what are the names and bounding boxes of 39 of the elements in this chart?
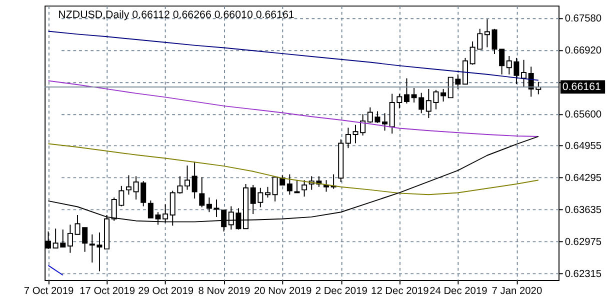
x-tick-label: 7 Oct 2019 <box>24 286 74 298</box>
x-tick-label: 24 Dec 2019 <box>430 286 488 298</box>
candlestick <box>462 57 468 85</box>
x-tick-label: 12 Dec 2019 <box>371 286 430 298</box>
candlestick <box>184 165 190 190</box>
candlestick <box>302 180 308 198</box>
y-tick-label: 0.62315 <box>564 268 602 280</box>
candlestick <box>521 59 527 88</box>
x-tick-label: 29 Oct 2019 <box>138 286 194 298</box>
line-series <box>48 143 539 196</box>
candlestick <box>440 88 446 102</box>
x-tick-label: 8 Nov 2019 <box>198 286 251 298</box>
line-series <box>48 30 539 81</box>
y-tick-label: 0.65600 <box>564 110 602 121</box>
candlestick <box>206 197 212 213</box>
candlestick <box>264 186 270 198</box>
candlestick <box>404 78 410 104</box>
ref-line-label: 0.66161 <box>562 80 601 93</box>
x-tick-label: 7 Jan 2020 <box>492 286 542 298</box>
y-tick-label: 0.63635 <box>564 204 602 216</box>
x-tick-label: 17 Oct 2019 <box>80 286 136 298</box>
x-tick-label: 2 Dec 2019 <box>315 286 368 298</box>
candlestick <box>214 199 220 218</box>
candlestick <box>192 161 198 200</box>
y-tick-label: 0.66920 <box>564 46 602 57</box>
candlestick <box>126 174 132 196</box>
candlestick <box>286 174 292 196</box>
y-tick-label: 0.67580 <box>564 14 602 25</box>
candlestick <box>67 224 73 254</box>
candlestick <box>199 176 205 208</box>
y-tick-label: 0.64295 <box>564 172 602 184</box>
line-series <box>48 80 539 137</box>
chart-title: NZDUSD,Daily 0.66112 0.66266 0.66010 0.66161 <box>58 9 294 22</box>
candlestick <box>484 18 490 48</box>
candlestick <box>345 127 351 149</box>
y-tick-label: 0.62975 <box>564 236 602 248</box>
y-tick-label: 0.64955 <box>564 140 602 152</box>
candlestick <box>382 112 388 132</box>
x-tick-label: 20 Nov 2019 <box>254 286 312 298</box>
